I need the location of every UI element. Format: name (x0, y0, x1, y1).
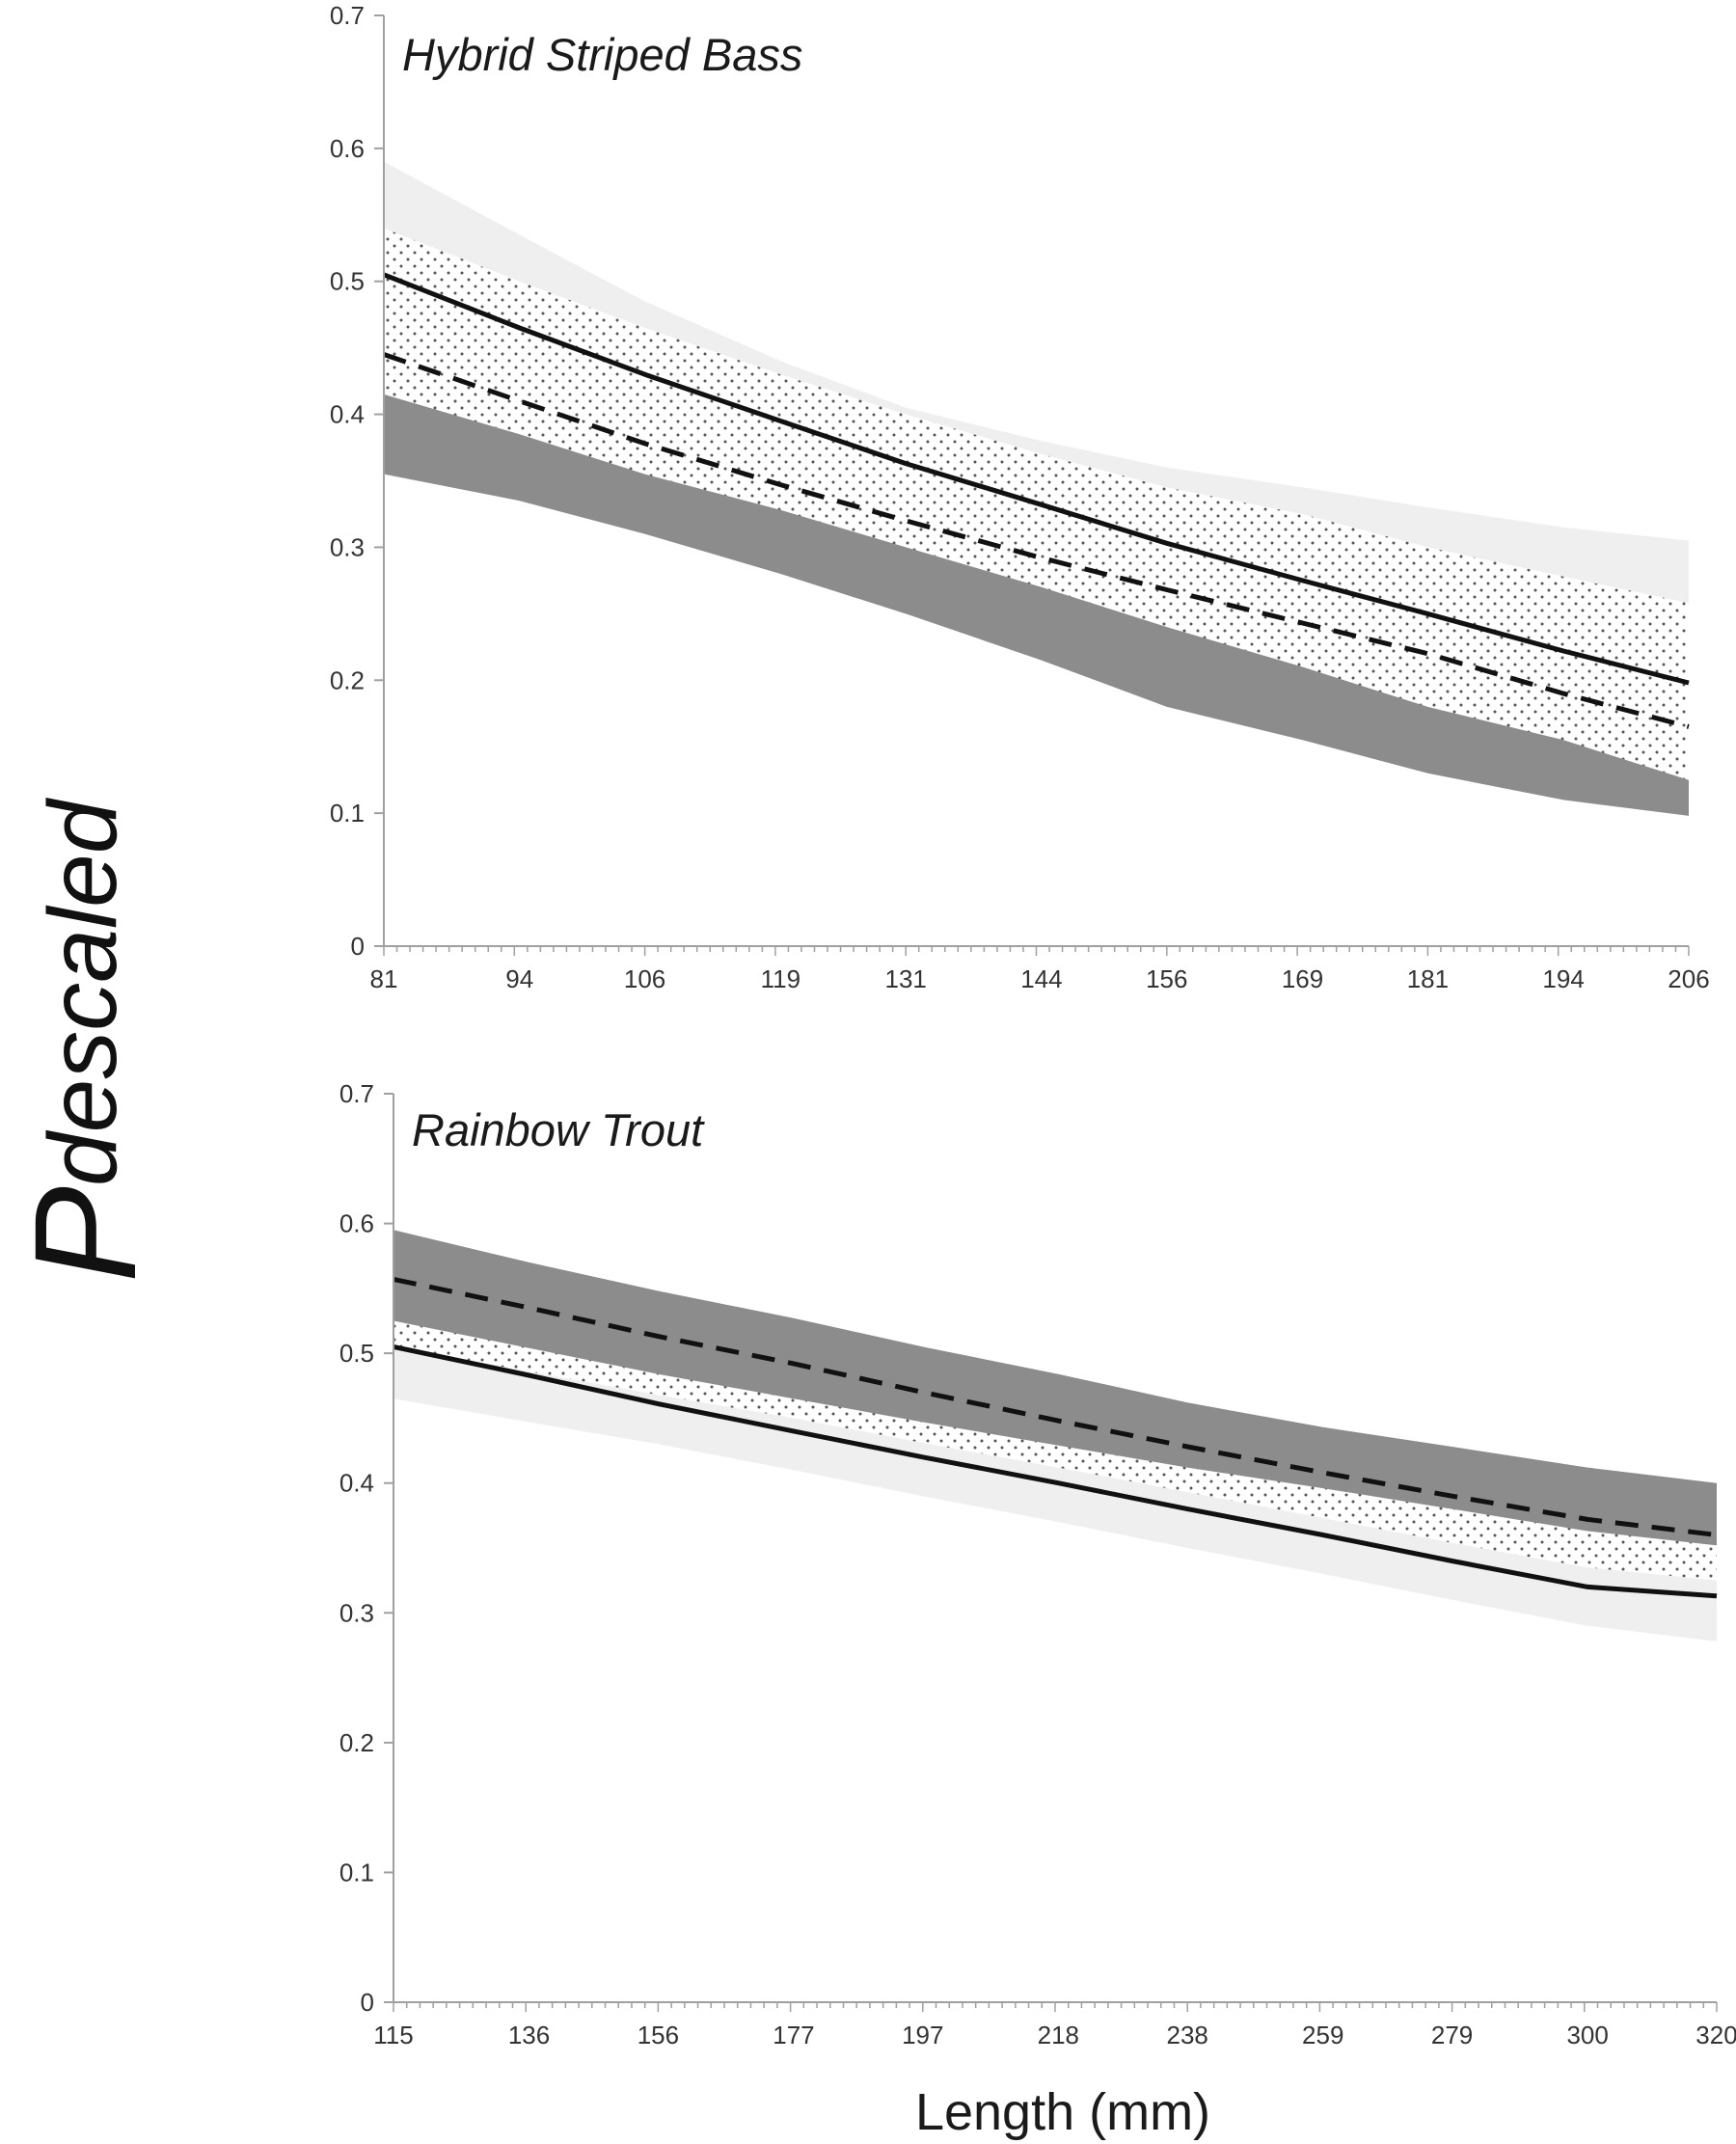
axes-2 (384, 1093, 1718, 2012)
x-tick-label-2: 197 (902, 2021, 943, 2049)
x-tick-label-1: 106 (624, 964, 665, 993)
x-tick-label-2: 238 (1167, 2021, 1208, 2049)
x-tick-label-2: 259 (1302, 2021, 1343, 2049)
x-tick-labels-2: 115 136 156 177 197 218 238 259 279 300 320 (373, 2021, 1736, 2049)
x-axis-label: Length (mm) (915, 2083, 1210, 2141)
panel-hybrid-striped-bass: 0 0.1 0.2 0.3 0.4 0.5 0.6 0.7 81 94 106 119 131 144 1… (330, 1, 1710, 993)
series-lines-2 (393, 1276, 1718, 1599)
y-tick-label-1: 0.1 (330, 799, 365, 828)
y-tick-label-2: 0.4 (339, 1469, 374, 1498)
x-tick-label-2: 156 (637, 2021, 679, 2049)
x-tick-label-2: 177 (773, 2021, 814, 2049)
y-tick-label-1: 0.3 (330, 532, 365, 561)
x-tick-label-1: 119 (761, 964, 800, 993)
y-tick-label-1: 0.2 (330, 665, 365, 694)
x-tick-label-1: 81 (370, 964, 398, 993)
x-tick-label-1: 131 (885, 964, 927, 993)
y-tick-label-1: 0 (351, 932, 365, 961)
x-tick-label-2: 320 (1695, 2021, 1736, 2049)
band-dark-1 (384, 394, 1689, 816)
panel-title-1: Hybrid Striped Bass (402, 29, 802, 80)
svg-text:Pdescaled: Pdescaled (4, 797, 166, 1283)
y-tick-label-2: 0 (361, 1988, 374, 2017)
x-tick-label-2: 218 (1038, 2021, 1079, 2049)
x-tick-labels-1: 81 94 106 119 131 144 156 169 181 194 206 (370, 964, 1710, 993)
y-tick-labels-1: 0 0.1 0.2 0.3 0.4 0.5 0.6 0.7 (330, 1, 365, 961)
y-tick-label-2: 0.5 (339, 1339, 374, 1368)
y-tick-label-2: 0.2 (339, 1728, 374, 1757)
x-tick-label-2: 136 (508, 2021, 550, 2049)
x-tick-label-1: 156 (1146, 964, 1187, 993)
x-tick-label-1: 144 (1020, 964, 1062, 993)
y-tick-labels-2: 0 0.1 0.2 0.3 0.4 0.5 0.6 0.7 (339, 1079, 374, 2017)
y-tick-label-2: 0.1 (339, 1858, 374, 1886)
series-dashed-line-2 (393, 1276, 1718, 1537)
panel-title-2: Rainbow Trout (412, 1104, 705, 1155)
y-tick-label-2: 0.6 (339, 1209, 374, 1238)
panel-rainbow-trout: 0 0.1 0.2 0.3 0.4 0.5 0.6 0.7 115 136 156 177 197 21… (339, 1079, 1736, 2049)
y-tick-label-1: 0.7 (330, 1, 365, 30)
series-solid-line-2 (393, 1343, 1718, 1599)
axes-1 (374, 14, 1690, 956)
x-tick-label-1: 206 (1668, 964, 1709, 993)
series-solid-line-1 (383, 272, 1690, 686)
bands-2 (393, 1230, 1717, 1642)
x-tick-label-1: 169 (1282, 964, 1323, 993)
y-axis-label: Pdescaled (4, 797, 166, 1283)
band-dark-2 (393, 1230, 1717, 1546)
series-dashed-line-1 (383, 352, 1690, 729)
bands-1 (384, 161, 1689, 816)
y-axis-label-subscript: descaled (29, 797, 137, 1186)
x-tick-label-1: 194 (1542, 964, 1584, 993)
y-tick-label-2: 0.7 (339, 1079, 374, 1108)
x-tick-label-2: 300 (1566, 2021, 1608, 2049)
y-tick-label-1: 0.5 (330, 267, 365, 296)
y-tick-label-1: 0.4 (330, 400, 365, 429)
x-tick-label-1: 181 (1407, 964, 1449, 993)
x-tick-label-2: 279 (1431, 2021, 1473, 2049)
x-tick-label-1: 94 (505, 964, 533, 993)
series-lines-1 (383, 272, 1690, 729)
y-tick-label-1: 0.6 (330, 134, 365, 163)
y-tick-label-2: 0.3 (339, 1598, 374, 1627)
x-tick-label-2: 115 (373, 2021, 413, 2049)
y-axis-label-main: P (4, 1186, 166, 1283)
